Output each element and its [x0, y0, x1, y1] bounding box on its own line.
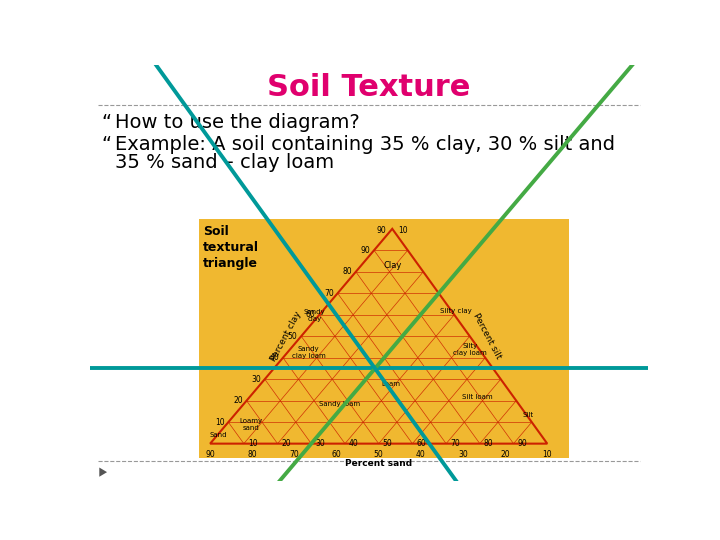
Text: 80: 80 [248, 450, 257, 459]
Text: Soil
textural
triangle: Soil textural triangle [203, 225, 259, 270]
Text: 20: 20 [500, 450, 510, 459]
Text: Silty
clay loam: Silty clay loam [453, 343, 487, 356]
Text: 10: 10 [215, 417, 225, 427]
Bar [199, 219, 569, 457]
Text: 90: 90 [361, 246, 370, 255]
Text: Percent sand: Percent sand [345, 459, 413, 468]
Text: Clay: Clay [383, 260, 402, 269]
Text: 40: 40 [349, 439, 359, 448]
Text: Sandy
clay: Sandy clay [304, 308, 325, 321]
Text: 90: 90 [205, 450, 215, 459]
Text: 70: 70 [450, 439, 460, 448]
Text: 30: 30 [458, 450, 468, 459]
Text: “: “ [102, 113, 112, 132]
Text: Loamy
sand: Loamy sand [240, 418, 263, 431]
Text: 10: 10 [398, 226, 408, 235]
Text: 60: 60 [332, 450, 341, 459]
Text: 90: 90 [518, 439, 527, 448]
Text: 50: 50 [382, 439, 392, 448]
Text: 20: 20 [282, 439, 291, 448]
Text: Sand: Sand [209, 432, 227, 438]
Text: 60: 60 [306, 310, 315, 319]
Text: 10: 10 [248, 439, 257, 448]
Text: 10: 10 [542, 450, 552, 459]
Text: “: “ [102, 134, 112, 153]
Text: 50: 50 [374, 450, 384, 459]
Text: 35 % sand – clay loam: 35 % sand – clay loam [114, 153, 334, 172]
Text: Sandy loam: Sandy loam [319, 401, 360, 407]
Text: 20: 20 [233, 396, 243, 405]
Text: Percent silt: Percent silt [471, 312, 503, 361]
Text: How to use the diagram?: How to use the diagram? [114, 113, 359, 132]
Text: 40: 40 [269, 353, 279, 362]
Text: Sandy
clay loam: Sandy clay loam [292, 346, 325, 359]
Text: Loam: Loam [381, 381, 400, 387]
Text: 30: 30 [251, 375, 261, 384]
Text: Silt loam: Silt loam [462, 394, 492, 401]
Text: Percent clay: Percent clay [269, 309, 302, 363]
Text: 30: 30 [315, 439, 325, 448]
Polygon shape [99, 468, 107, 477]
Text: Soil Texture: Soil Texture [267, 73, 471, 103]
Text: 60: 60 [416, 439, 426, 448]
Text: 50: 50 [287, 332, 297, 341]
Text: 80: 80 [484, 439, 493, 448]
Text: Silty clay: Silty clay [440, 308, 472, 314]
Text: 70: 70 [289, 450, 300, 459]
Text: 90: 90 [377, 226, 386, 235]
Text: Example: A soil containing 35 % clay, 30 % silt and: Example: A soil containing 35 % clay, 30… [114, 134, 615, 153]
Text: 80: 80 [342, 267, 352, 276]
Text: Silt: Silt [522, 412, 534, 418]
Text: 40: 40 [416, 450, 426, 459]
Text: 70: 70 [324, 289, 334, 298]
